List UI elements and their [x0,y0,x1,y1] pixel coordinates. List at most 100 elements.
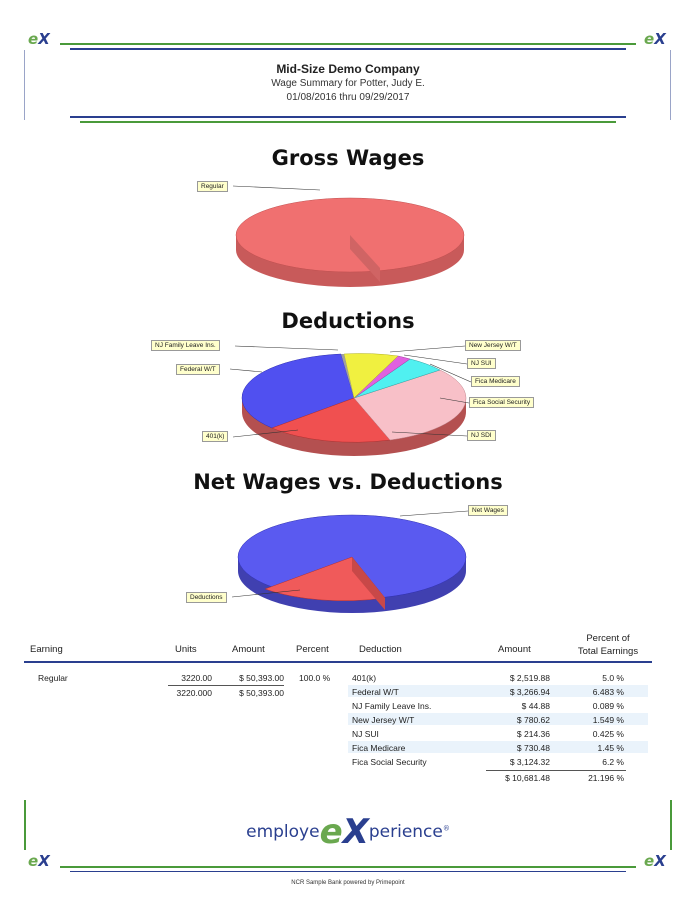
ded-pct-federal: 6.483 % [592,687,624,697]
leader-nj-fli [234,345,339,351]
row-stripe [348,685,648,697]
corner-logo-bottom-right: eX [644,852,666,870]
earnings-total-rule [168,685,284,686]
gross-wages-pie-cut [350,235,380,282]
ded-name-401k: 401(k) [352,673,377,683]
slice-federal-wt [241,353,355,429]
leader-fica-ss [439,397,470,404]
ded-pct-njfli: 0.089 % [592,701,624,711]
brand-mark: eX [319,812,369,852]
slice-nj-wt [343,353,399,399]
net-wages-pie [231,510,469,613]
header-rule-top-blue [70,48,626,50]
report-date-range: 01/08/2016 thru 09/29/2017 [286,92,410,103]
leader-net-wages [399,510,469,517]
ded-amount-medicare: $ 730.48 [516,743,550,753]
header-rule-top-green [60,43,636,45]
deductions-pie [229,345,472,456]
col-header-units: Units [175,644,197,655]
callout-nj-wt: New Jersey W/T [465,340,521,351]
frame-left-bottom [24,800,26,850]
net-wages-pie-cut [352,557,385,610]
ded-pct-ficass: 6.2 % [602,757,624,767]
footer-rule-blue [70,871,626,872]
callout-nj-sui: NJ SUI [467,358,496,369]
earning-amount: $ 50,393.00 [239,673,284,683]
leader-nj-sui [403,354,468,365]
corner-logo-top-right: eX [644,30,666,48]
footer-text: NCR Sample Bank powered by Primepoint [291,880,405,886]
col-header-ded-amount: Amount [498,644,531,655]
row-stripe [348,741,648,753]
gross-wages-pie [232,185,465,287]
callout-401k: 401(k) [202,431,229,442]
callout-regular: Regular [197,181,228,192]
ded-pct-njsui: 0.425 % [592,729,624,739]
slice-nj-fli [341,353,354,398]
corner-logo-top-left: eX [28,30,50,48]
row-stripe [348,713,648,725]
footer-rule-green [60,866,636,868]
leader-deductions [231,589,301,598]
leader-federal-wt [229,368,263,373]
callout-fica-medicare: Fica Medicare [471,376,520,387]
ded-amount-401k: $ 2,519.88 [509,673,550,683]
brand-logo: employeeXperience® [0,812,696,852]
frame-left-top [24,50,25,120]
brand-reg: ® [442,824,450,833]
corner-logo-bottom-left: eX [28,852,50,870]
earning-units: 3220.00 [181,673,212,683]
chart-title-deductions: Deductions [281,309,415,333]
col-header-percent: Percent [296,644,329,655]
ded-pct-401k: 5.0 % [602,673,624,683]
brand-pre: employe [246,822,320,842]
ded-pct-medicare: 1.45 % [597,743,624,753]
ded-name-federal: Federal W/T [352,687,399,697]
ded-name-njwt: New Jersey W/T [352,715,415,725]
callout-nj-fli: NJ Family Leave Ins. [151,340,220,351]
earnings-total-units: 3220.000 [176,688,212,698]
chart-title-net-vs-deductions: Net Wages vs. Deductions [193,470,503,494]
ded-total-percent: 21.196 % [588,773,624,783]
leader-nj-wt [389,345,466,353]
col-header-amount: Amount [232,644,265,655]
header-rule-bottom-blue [70,116,626,118]
col-header-deduction: Deduction [359,644,402,655]
ded-pct-njwt: 1.549 % [592,715,624,725]
leader-nj-sdi [391,431,468,437]
earning-name: Regular [38,673,68,683]
callout-federal-wt: Federal W/T [176,364,220,375]
ded-name-njfli: NJ Family Leave Ins. [352,701,432,711]
frame-right-top [670,50,671,120]
col-header-pct-total-1: Percent of [586,633,630,644]
callout-net-wages: Net Wages [468,505,508,516]
ded-name-medicare: Fica Medicare [352,743,406,753]
earnings-total-amount: $ 50,393.00 [239,688,284,698]
ded-name-ficass: Fica Social Security [352,757,427,767]
brand-post: perience [368,822,443,842]
report-subtitle: Wage Summary for Potter, Judy E. [271,78,425,89]
callout-fica-ss: Fica Social Security [469,397,535,408]
leader-401k [232,429,299,438]
ded-amount-njwt: $ 780.62 [516,715,550,725]
ded-amount-njfli: $ 44.88 [521,701,550,711]
slice-fica-ss [353,369,467,441]
leader-fica-medicare [429,363,472,383]
slice-401k [271,397,391,443]
col-header-earning: Earning [30,644,63,655]
table-header-rule [24,661,652,663]
deductions-total-rule [486,770,626,771]
frame-right-bottom [670,800,672,850]
header-rule-bottom-green [80,121,616,123]
ded-total-amount: $ 10,681.48 [505,773,550,783]
callout-deductions: Deductions [186,592,227,603]
col-header-pct-total-2: Total Earnings [577,646,639,657]
ded-amount-njsui: $ 214.36 [516,729,550,739]
ded-amount-federal: $ 3,266.94 [509,687,550,697]
chart-title-gross-wages: Gross Wages [271,146,425,170]
ded-name-njsui: NJ SUI [352,729,379,739]
leader-regular [232,185,321,191]
ded-amount-ficass: $ 3,124.32 [509,757,550,767]
callout-nj-sdi: NJ SDI [467,430,496,441]
